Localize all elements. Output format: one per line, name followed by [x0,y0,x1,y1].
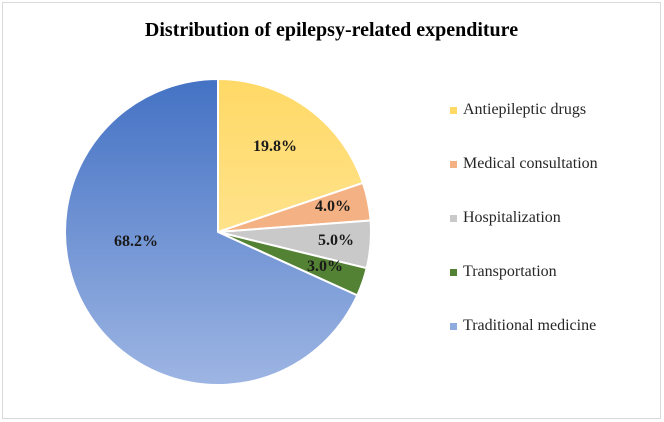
legend-label: Traditional medicine [463,317,597,334]
legend-item-traditional-medicine: Traditional medicine [450,315,596,337]
legend-swatch [450,268,457,276]
legend-item-transportation: Transportation [450,261,557,283]
data-label: 5.0% [318,232,354,249]
data-label: 4.0% [315,198,351,215]
pie-slice-traditional-medicine [64,77,359,386]
legend-label: Hospitalization [463,209,561,226]
chart-title: Distribution of epilepsy-related expendi… [144,19,519,41]
legend-item-hospitalization: Hospitalization [450,207,561,229]
legend-swatch [450,214,457,222]
legend-label: Transportation [463,263,557,280]
legend-label: Antiepileptic drugs [463,101,587,118]
legend-swatch [450,106,457,114]
data-label: 19.8% [253,138,297,155]
legend: Antiepileptic drugs Medical consultation… [450,99,655,349]
legend-item-antiepileptic-drugs: Antiepileptic drugs [450,99,586,121]
pie-slice-antiepileptic-drugs [217,77,365,234]
pie-chart: 19.8% 4.0% 5.0% 3.0% 68.2% [64,77,372,386]
data-label: 68.2% [114,233,158,250]
legend-item-medical-consultation: Medical consultation [450,153,598,175]
legend-label: Medical consultation [463,155,598,172]
legend-swatch [450,322,457,330]
data-label: 3.0% [307,258,343,275]
legend-swatch [450,160,457,168]
